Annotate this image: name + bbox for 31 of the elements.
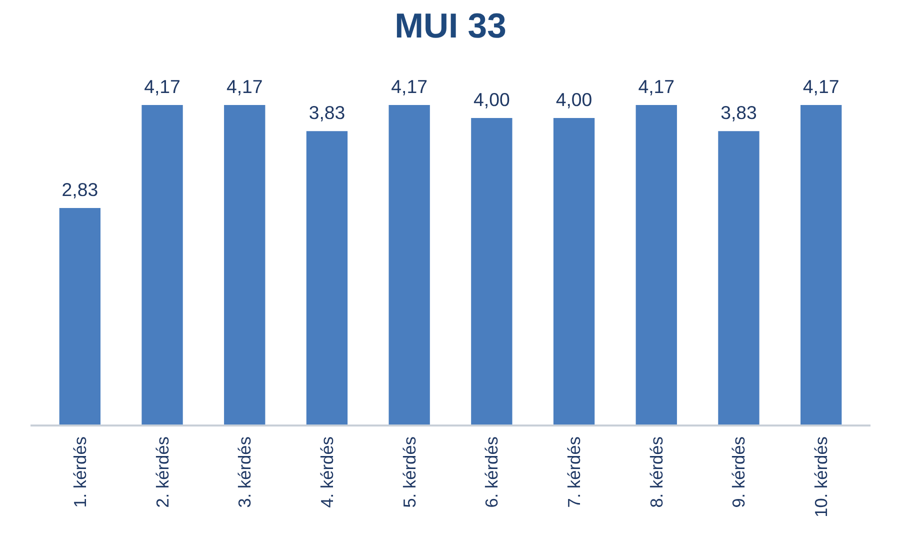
bar [471,118,512,426]
data-label: 4,17 [638,76,675,97]
bar [142,104,183,426]
bar [388,104,430,426]
data-label: 4,17 [802,76,840,97]
bar [718,131,760,426]
bar [553,118,595,426]
x-tick-label: 4. kérdés [316,436,337,508]
data-label: 4,17 [226,76,263,97]
x-tick-label: 5. kérdés [399,436,420,508]
data-label: 4,17 [391,76,428,97]
x-tick-label: 9. kérdés [728,436,749,508]
x-tick-label: 8. kérdés [646,436,666,508]
data-label: 3,83 [308,102,346,124]
x-tick-label: 2. kérdés [152,436,172,508]
bar [306,131,348,426]
bar [636,104,677,426]
bar [800,104,842,426]
data-label: 4,00 [474,89,510,110]
chart-title: MUI 33 [394,8,506,46]
x-tick-label: 3. kérdés [234,436,255,508]
x-tick-label: 10. kérdés [811,436,832,518]
data-label: 2,83 [62,178,98,200]
bar [224,104,266,426]
bar [59,208,100,426]
x-tick-label: 7. kérdés [564,436,584,508]
data-label: 3,83 [720,102,757,124]
data-label: 4,00 [556,89,592,110]
x-tick-label: 6. kérdés [482,436,502,508]
data-label: 4,17 [144,76,180,97]
x-tick-label: 1. kérdés [70,436,90,508]
